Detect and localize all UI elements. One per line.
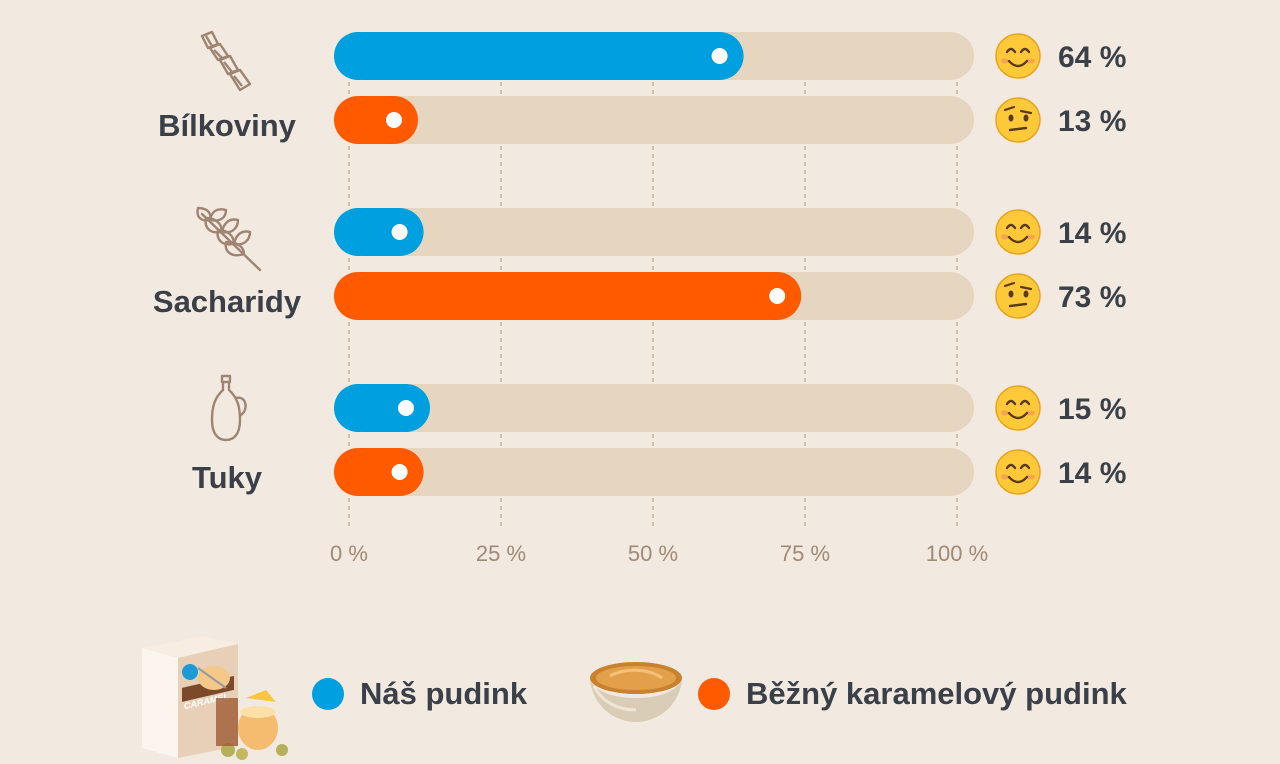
legend-dot-blue	[312, 678, 344, 710]
bar-track	[334, 384, 974, 432]
bars-layer	[334, 32, 974, 496]
x-tick-label: 0 %	[330, 541, 368, 566]
raised-eyebrow-face-icon	[995, 97, 1041, 143]
bar-marker	[391, 464, 408, 480]
bar-marker	[386, 112, 402, 128]
bar	[334, 32, 744, 80]
value-label: 15 %	[1058, 393, 1126, 426]
value-label: 14 %	[1058, 217, 1126, 250]
smiling-face-icon	[995, 209, 1041, 255]
nutrition-chart: 0 % 25 % 50 % 75 % 100 % Bílkoviny 64 % 13 % Sac…	[153, 30, 1126, 566]
category-label: Tuky	[192, 460, 263, 495]
bar	[334, 384, 430, 432]
wheat-icon	[196, 206, 262, 272]
bar	[334, 96, 418, 144]
category-label: Bílkoviny	[158, 108, 297, 143]
legend-dot-orange	[698, 678, 730, 710]
legend-label-nas-pudink: Náš pudink	[360, 676, 528, 711]
bar	[334, 208, 424, 256]
x-tick-label: 25 %	[476, 541, 526, 566]
oil-bottle-icon	[210, 374, 247, 442]
smiling-face-icon	[995, 385, 1041, 431]
legend: CARAMEL Náš pudink Běžný karamelový pudi…	[0, 620, 1280, 764]
value-label: 14 %	[1058, 457, 1126, 490]
smiling-face-icon	[995, 449, 1041, 495]
x-tick-label: 50 %	[628, 541, 678, 566]
labels-layer: 0 % 25 % 50 % 75 % 100 % Bílkoviny 64 % 13 % Sac…	[153, 33, 1126, 566]
bar-track	[334, 448, 974, 496]
product-box-image: CARAMEL	[142, 636, 288, 760]
bar	[334, 272, 802, 320]
x-tick-label: 100 %	[926, 541, 988, 566]
bar-marker	[391, 224, 408, 240]
bar-marker	[711, 48, 728, 64]
bar-marker	[398, 400, 414, 416]
x-tick-label: 75 %	[780, 541, 830, 566]
value-label: 13 %	[1058, 105, 1126, 138]
legend-item-bezny-pudink: Běžný karamelový pudink	[698, 676, 1127, 712]
value-label: 64 %	[1058, 41, 1126, 74]
caramel-pudding-bowl-image	[590, 662, 682, 722]
legend-item-nas-pudink: Náš pudink	[312, 676, 527, 712]
bar-track	[334, 96, 974, 144]
value-label: 73 %	[1058, 281, 1126, 314]
legend-label-bezny-pudink: Běžný karamelový pudink	[746, 676, 1127, 711]
raised-eyebrow-face-icon	[995, 273, 1041, 319]
icons-layer	[196, 30, 262, 442]
pasta-icon	[200, 30, 252, 92]
bar-marker	[769, 288, 786, 304]
bar-track	[334, 208, 974, 256]
bar	[334, 448, 424, 496]
smiling-face-icon	[995, 33, 1041, 79]
category-label: Sacharidy	[153, 284, 302, 319]
